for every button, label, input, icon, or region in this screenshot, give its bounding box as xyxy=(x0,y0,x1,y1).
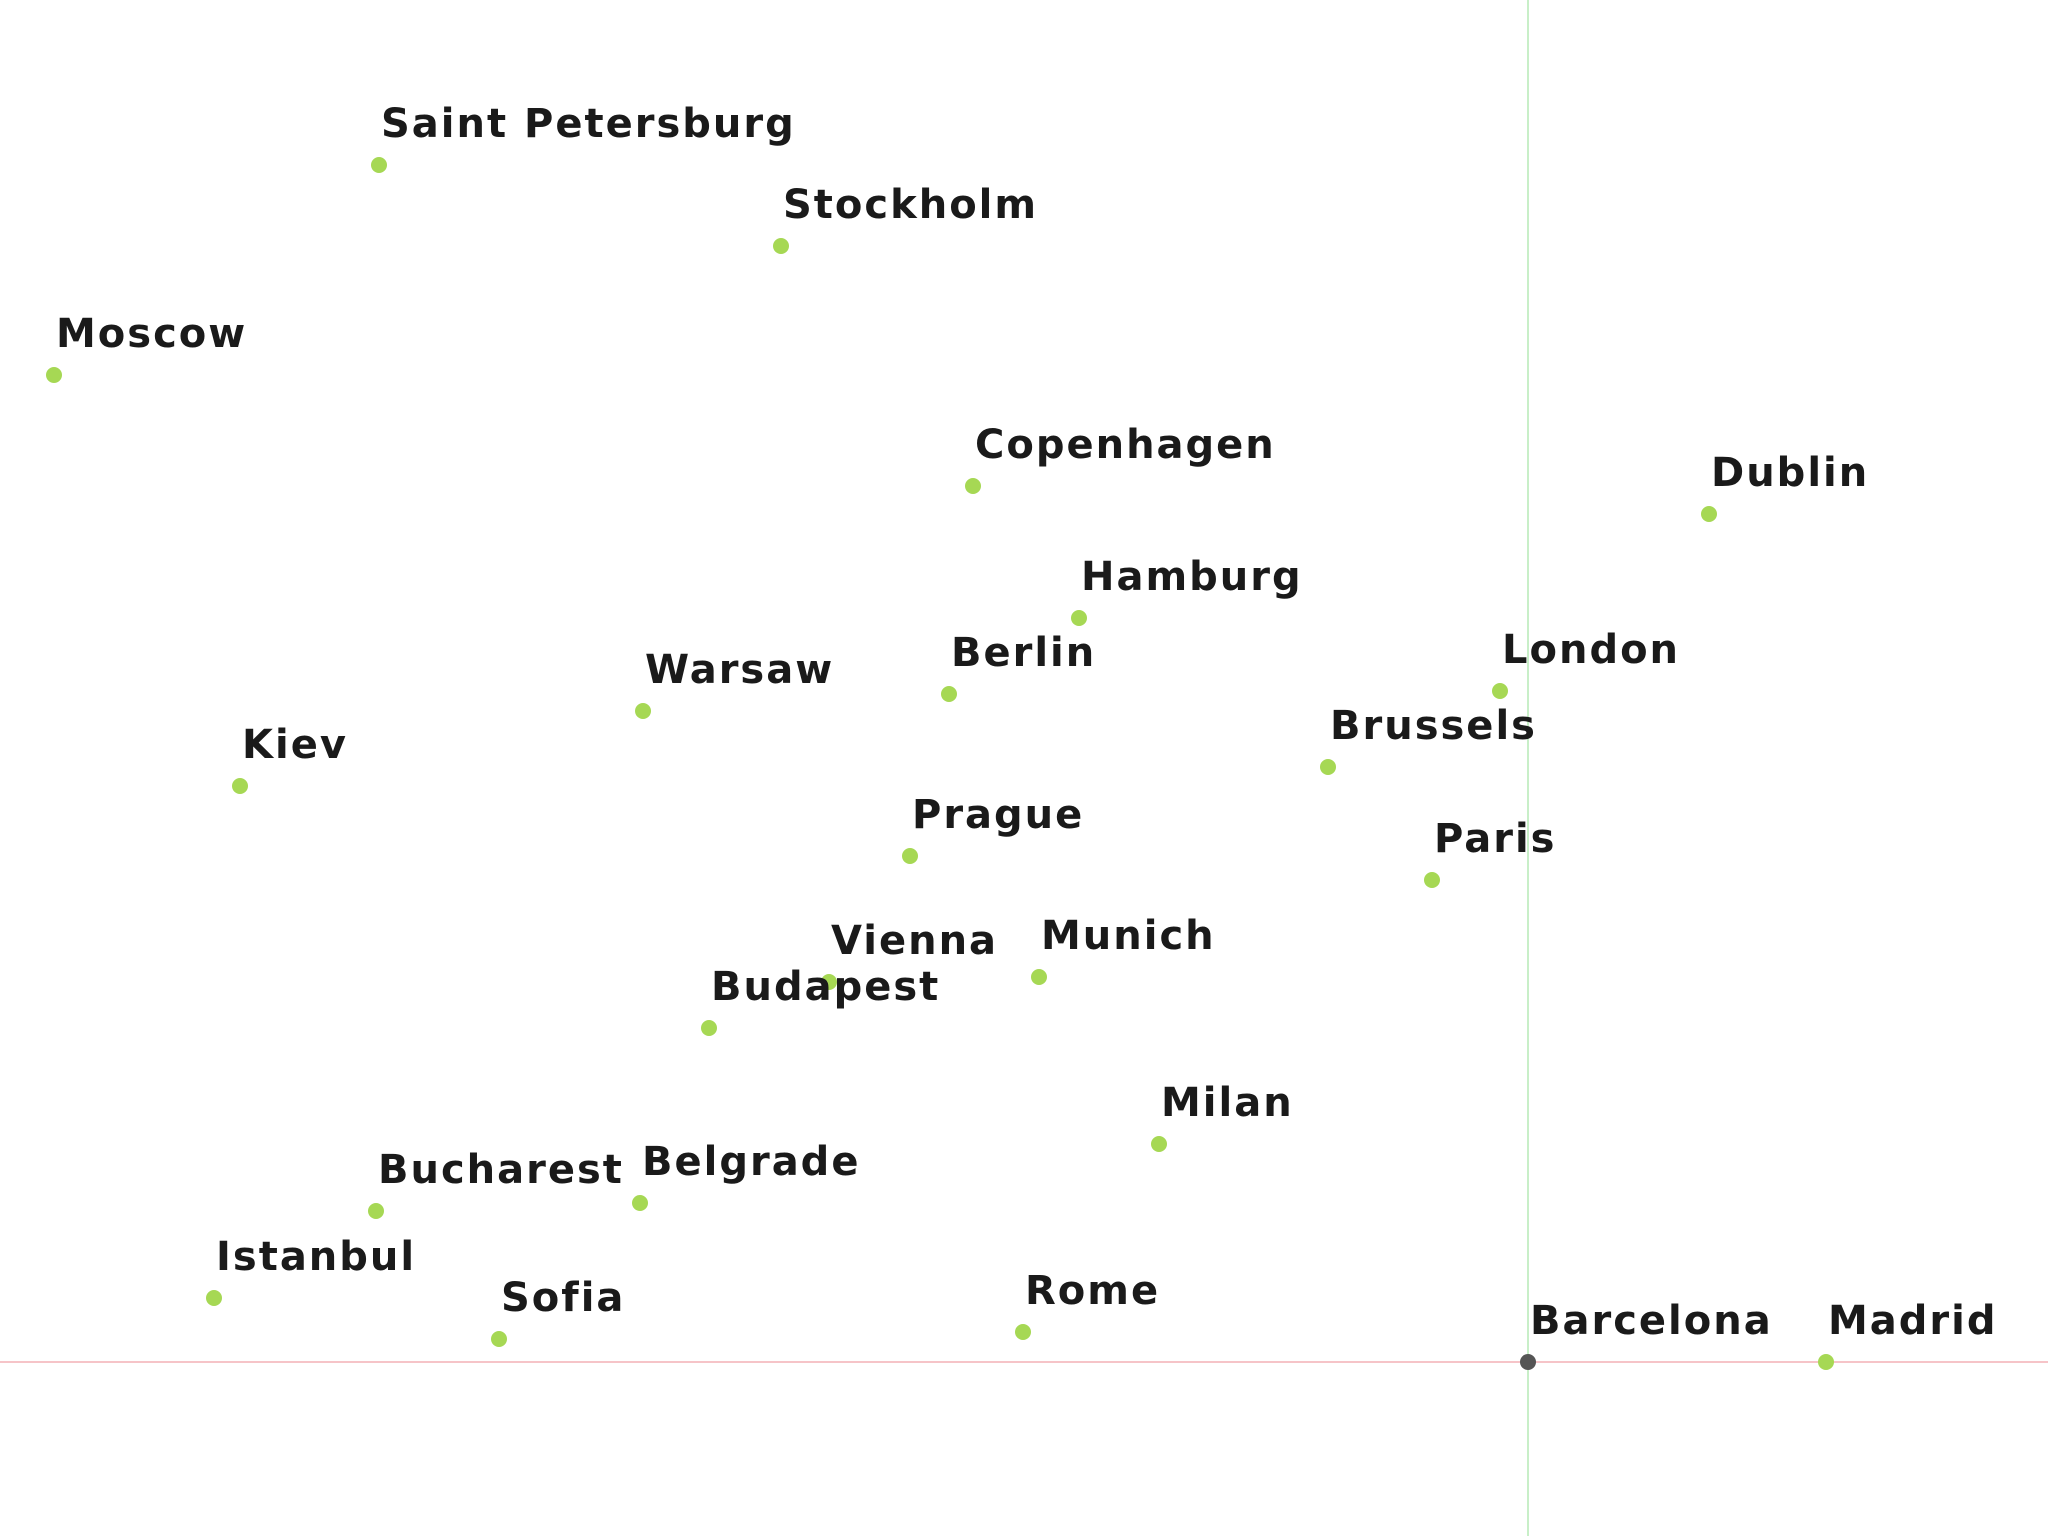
city-point-london[interactable] xyxy=(1492,683,1508,699)
city-label-brussels: Brussels xyxy=(1330,703,1537,749)
city-point-copenhagen[interactable] xyxy=(965,478,981,494)
city-label-copenhagen: Copenhagen xyxy=(975,422,1276,468)
city-label-munich: Munich xyxy=(1041,913,1216,959)
city-label-vienna: Vienna xyxy=(831,918,998,964)
city-point-kiev[interactable] xyxy=(232,778,248,794)
city-point-budapest[interactable] xyxy=(701,1020,717,1036)
city-label-warsaw: Warsaw xyxy=(645,647,834,693)
city-point-prague[interactable] xyxy=(902,848,918,864)
city-label-kiev: Kiev xyxy=(242,722,348,768)
city-label-bucharest: Bucharest xyxy=(378,1147,624,1193)
city-point-paris[interactable] xyxy=(1424,872,1440,888)
city-label-belgrade: Belgrade xyxy=(642,1139,860,1185)
city-label-istanbul: Istanbul xyxy=(216,1234,416,1280)
city-label-stockholm: Stockholm xyxy=(783,182,1038,228)
city-label-hamburg: Hamburg xyxy=(1081,554,1303,600)
city-point-belgrade[interactable] xyxy=(632,1195,648,1211)
city-label-sofia: Sofia xyxy=(501,1275,625,1321)
city-point-barcelona[interactable] xyxy=(1520,1354,1536,1370)
city-point-warsaw[interactable] xyxy=(635,703,651,719)
city-point-stockholm[interactable] xyxy=(773,238,789,254)
city-label-moscow: Moscow xyxy=(56,311,247,357)
city-point-berlin[interactable] xyxy=(941,686,957,702)
city-label-madrid: Madrid xyxy=(1828,1298,1998,1344)
city-label-dublin: Dublin xyxy=(1711,450,1869,496)
city-label-london: London xyxy=(1502,627,1680,673)
city-label-budapest: Budapest xyxy=(711,964,940,1010)
city-point-munich[interactable] xyxy=(1031,969,1047,985)
city-label-rome: Rome xyxy=(1025,1268,1160,1314)
city-point-brussels[interactable] xyxy=(1320,759,1336,775)
city-label-milan: Milan xyxy=(1161,1080,1294,1126)
city-label-barcelona: Barcelona xyxy=(1530,1298,1773,1344)
city-label-paris: Paris xyxy=(1434,816,1556,862)
city-point-sofia[interactable] xyxy=(491,1331,507,1347)
city-point-vienna[interactable] xyxy=(821,974,837,990)
city-label-saint-petersburg: Saint Petersburg xyxy=(381,101,796,147)
city-point-moscow[interactable] xyxy=(46,367,62,383)
city-point-madrid[interactable] xyxy=(1818,1354,1834,1370)
city-point-dublin[interactable] xyxy=(1701,506,1717,522)
city-point-bucharest[interactable] xyxy=(368,1203,384,1219)
city-point-hamburg[interactable] xyxy=(1071,610,1087,626)
city-point-istanbul[interactable] xyxy=(206,1290,222,1306)
cities-layer: Saint Petersburg Stockholm Moscow Copenhage… xyxy=(46,101,1998,1370)
city-point-saint-petersburg[interactable] xyxy=(371,157,387,173)
city-label-berlin: Berlin xyxy=(951,630,1096,676)
city-point-milan[interactable] xyxy=(1151,1136,1167,1152)
city-point-rome[interactable] xyxy=(1015,1324,1031,1340)
city-label-prague: Prague xyxy=(912,792,1084,838)
